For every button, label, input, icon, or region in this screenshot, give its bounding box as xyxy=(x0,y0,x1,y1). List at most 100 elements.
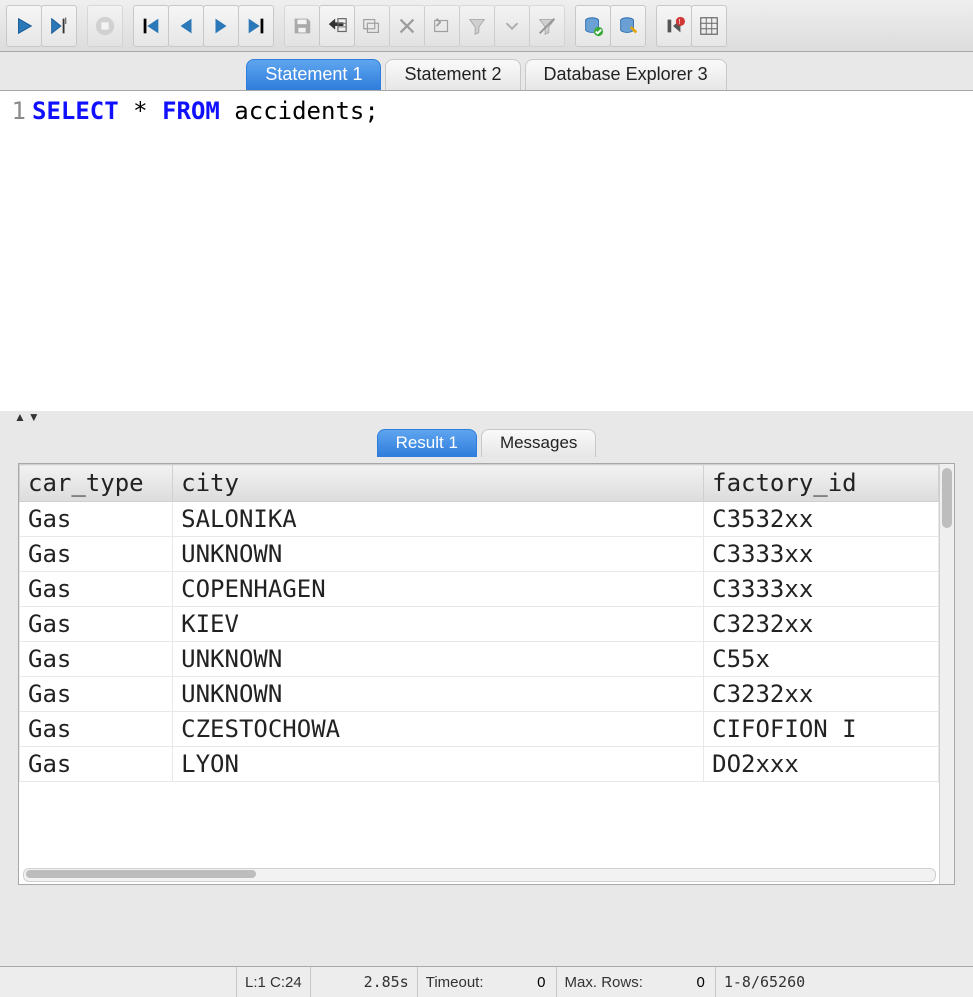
tab-result-1[interactable]: Result 1 xyxy=(377,429,477,457)
next-record-button[interactable] xyxy=(203,5,239,47)
result-grid[interactable]: car_type city factory_id GasSALONIKAC353… xyxy=(19,464,939,884)
table-cell[interactable]: COPENHAGEN xyxy=(173,572,704,607)
table-cell[interactable]: LYON xyxy=(173,747,704,782)
vertical-scroll-thumb[interactable] xyxy=(942,468,952,528)
sql-text: accidents; xyxy=(220,97,379,125)
vertical-scrollbar[interactable] xyxy=(939,464,954,884)
disconnect-icon: ! xyxy=(663,15,685,37)
sql-editor-panel: 1 SELECT * FROM accidents; xyxy=(0,91,973,411)
table-row[interactable]: GasCZESTOCHOWACIFOFION I xyxy=(20,712,939,747)
column-header-factory-id[interactable]: factory_id xyxy=(704,465,939,502)
table-cell[interactable]: CIFOFION I xyxy=(704,712,939,747)
table-cell[interactable]: Gas xyxy=(20,642,173,677)
status-spacer xyxy=(0,967,237,997)
insert-row-icon xyxy=(326,15,348,37)
run-button[interactable] xyxy=(6,5,42,47)
table-cell[interactable]: C3333xx xyxy=(704,572,939,607)
table-cell[interactable]: UNKNOWN xyxy=(173,677,704,712)
tab-statement-2[interactable]: Statement 2 xyxy=(385,59,520,90)
sql-editor[interactable]: SELECT * FROM accidents; xyxy=(28,91,973,411)
commit-button xyxy=(424,5,460,47)
funnel-icon xyxy=(466,15,488,37)
timeout-label: Timeout: xyxy=(426,974,484,991)
table-cell[interactable]: Gas xyxy=(20,572,173,607)
db-connect-button[interactable] xyxy=(575,5,611,47)
table-row[interactable]: GasUNKNOWNC3232xx xyxy=(20,677,939,712)
table-row[interactable]: GasKIEVC3232xx xyxy=(20,607,939,642)
filter-dropdown-button xyxy=(494,5,530,47)
funnel-off-icon xyxy=(536,15,558,37)
status-range: 1-8/65260 xyxy=(716,967,813,997)
timeout-input[interactable] xyxy=(484,973,548,992)
table-cell[interactable]: Gas xyxy=(20,747,173,782)
collapse-down-icon: ▼ xyxy=(28,413,40,421)
statement-tabstrip: Statement 1 Statement 2 Database Explore… xyxy=(0,52,973,91)
duplicate-row-button xyxy=(354,5,390,47)
play-icon xyxy=(13,15,35,37)
status-maxrows: Max. Rows: xyxy=(557,967,716,997)
table-row[interactable]: GasUNKNOWNC55x xyxy=(20,642,939,677)
tab-messages[interactable]: Messages xyxy=(481,429,596,457)
tab-statement-1[interactable]: Statement 1 xyxy=(246,59,381,90)
first-record-button[interactable] xyxy=(133,5,169,47)
duplicate-row-icon xyxy=(361,15,383,37)
disconnect-button[interactable]: ! xyxy=(656,5,692,47)
maxrows-input[interactable] xyxy=(643,973,707,992)
table-cell[interactable]: C3333xx xyxy=(704,537,939,572)
table-row[interactable]: GasSALONIKAC3532xx xyxy=(20,502,939,537)
table-cell[interactable]: C3232xx xyxy=(704,607,939,642)
table-cell[interactable]: C3232xx xyxy=(704,677,939,712)
insert-row-button[interactable] xyxy=(319,5,355,47)
column-header-car-type[interactable]: car_type xyxy=(20,465,173,502)
editor-gutter: 1 xyxy=(0,91,28,411)
horizontal-scrollbar[interactable] xyxy=(23,868,936,882)
db-exec-button[interactable] xyxy=(610,5,646,47)
table-cell[interactable]: SALONIKA xyxy=(173,502,704,537)
layout-button[interactable] xyxy=(691,5,727,47)
table-cell[interactable]: CZESTOCHOWA xyxy=(173,712,704,747)
status-bar: L:1 C:24 2.85s Timeout: Max. Rows: 1-8/6… xyxy=(0,966,973,997)
prev-record-button[interactable] xyxy=(168,5,204,47)
status-cursor: L:1 C:24 xyxy=(237,967,311,997)
stop-icon xyxy=(94,15,116,37)
run-at-cursor-button[interactable]: I xyxy=(41,5,77,47)
commit-icon xyxy=(431,15,453,37)
filter-button xyxy=(459,5,495,47)
save-icon xyxy=(291,15,313,37)
table-cell[interactable]: Gas xyxy=(20,712,173,747)
column-header-city[interactable]: city xyxy=(173,465,704,502)
table-cell[interactable]: Gas xyxy=(20,502,173,537)
result-tabstrip: Result 1 Messages xyxy=(0,423,973,457)
first-icon xyxy=(140,15,162,37)
table-cell[interactable]: UNKNOWN xyxy=(173,537,704,572)
play-cursor-icon: I xyxy=(48,15,70,37)
svg-text:!: ! xyxy=(679,17,681,26)
table-cell[interactable]: KIEV xyxy=(173,607,704,642)
table-cell[interactable]: Gas xyxy=(20,607,173,642)
table-cell[interactable]: C3532xx xyxy=(704,502,939,537)
layout-icon xyxy=(698,15,720,37)
database-exec-icon xyxy=(617,15,639,37)
sql-text: * xyxy=(119,97,162,125)
table-row[interactable]: GasLYONDO2xxx xyxy=(20,747,939,782)
table-cell[interactable]: Gas xyxy=(20,537,173,572)
toolbar: I xyxy=(0,0,973,52)
delete-row-button xyxy=(389,5,425,47)
table-cell[interactable]: C55x xyxy=(704,642,939,677)
svg-text:I: I xyxy=(65,16,68,26)
table-cell[interactable]: UNKNOWN xyxy=(173,642,704,677)
table-cell[interactable]: DO2xxx xyxy=(704,747,939,782)
last-record-button[interactable] xyxy=(238,5,274,47)
table-cell[interactable]: Gas xyxy=(20,677,173,712)
prev-icon xyxy=(175,15,197,37)
status-timeout: Timeout: xyxy=(418,967,557,997)
table-row[interactable]: GasCOPENHAGENC3333xx xyxy=(20,572,939,607)
result-grid-panel: car_type city factory_id GasSALONIKAC353… xyxy=(18,463,955,885)
database-connect-icon xyxy=(582,15,604,37)
table-row[interactable]: GasUNKNOWNC3333xx xyxy=(20,537,939,572)
result-table: car_type city factory_id GasSALONIKAC353… xyxy=(19,464,939,782)
horizontal-scroll-thumb[interactable] xyxy=(26,870,256,878)
tab-database-explorer[interactable]: Database Explorer 3 xyxy=(525,59,727,90)
save-button xyxy=(284,5,320,47)
editor-result-splitter[interactable]: ▲ ▼ xyxy=(0,411,973,423)
